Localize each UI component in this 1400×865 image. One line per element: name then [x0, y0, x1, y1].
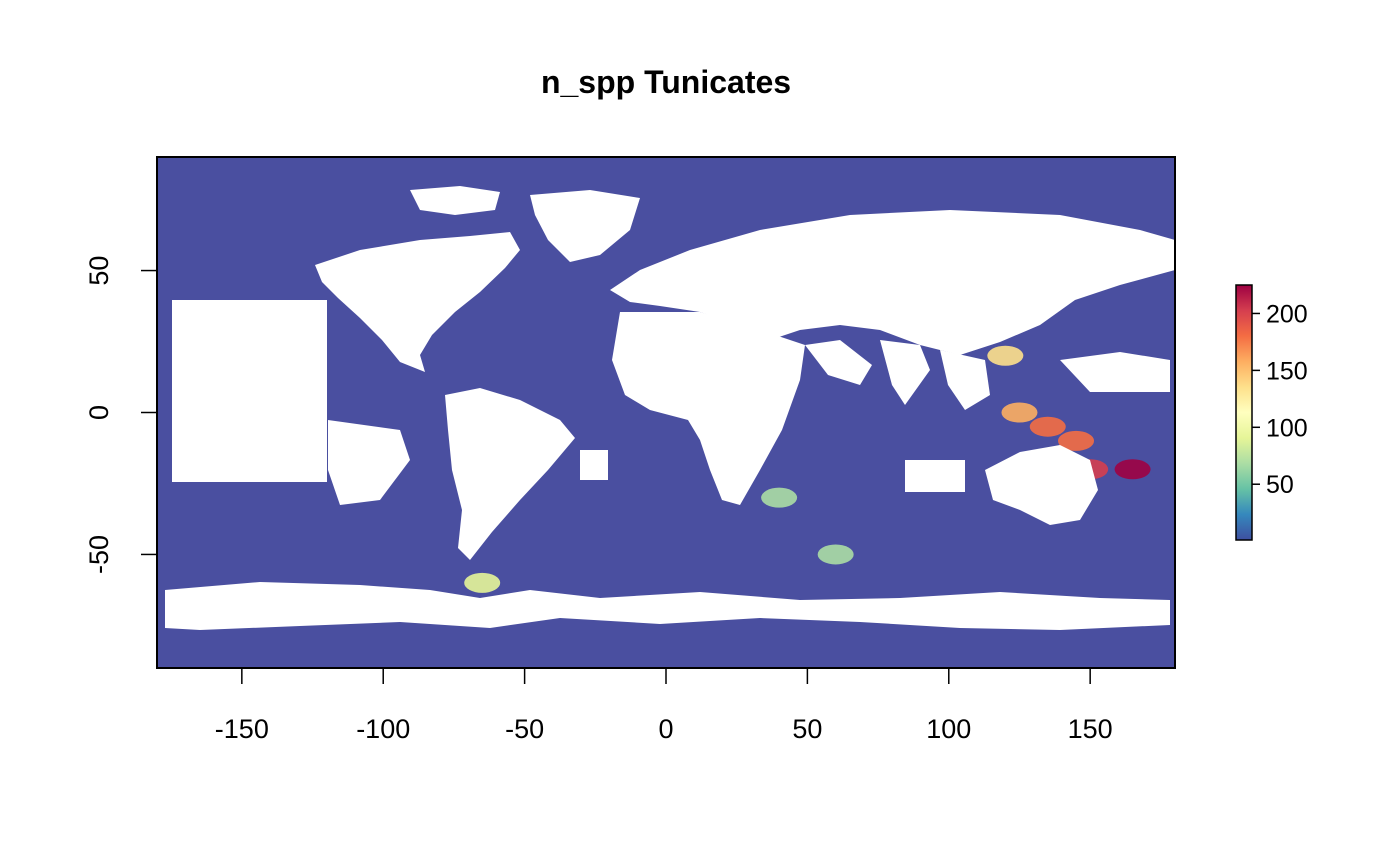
land-australia: [985, 445, 1098, 525]
y-tick-label: 50: [84, 256, 114, 286]
colorbar-tick-label: 150: [1266, 357, 1308, 385]
southern-atlantic-gap: [580, 450, 608, 480]
hotspot-cell: [1114, 459, 1151, 480]
x-tick-label: 0: [658, 714, 673, 744]
colorbar: 50 100 150 200: [1235, 284, 1308, 541]
x-tick-label: 150: [1068, 714, 1113, 744]
hotspot-cell: [987, 345, 1024, 366]
colorbar-ticks: 50 100 150 200: [1252, 300, 1308, 499]
land-greenland: [530, 190, 640, 262]
south-indian-gap: [905, 460, 965, 492]
east-pacific-gap: [328, 420, 410, 505]
x-axis: -150 -100 -50 0 50 100 150: [215, 668, 1113, 744]
hotspot-cell: [464, 572, 501, 593]
hotspot-cell: [1001, 402, 1038, 423]
colorbar-tick-label: 100: [1266, 414, 1308, 442]
land-africa: [612, 312, 805, 505]
north-pacific-gap: [1060, 352, 1170, 392]
land-south-america: [445, 388, 575, 560]
hotspot-cell: [1029, 416, 1066, 437]
land-north-america: [315, 232, 520, 372]
hotspot-cell: [817, 544, 854, 565]
x-tick-label: -100: [356, 714, 410, 744]
y-tick-label: -50: [84, 535, 114, 574]
y-tick-label: 0: [84, 405, 114, 420]
chart-title: n_spp Tunicates: [541, 64, 791, 100]
land-eurasia: [610, 210, 1175, 355]
colorbar-gradient: [1235, 284, 1253, 541]
pacific-data-gap: [172, 300, 327, 482]
land-arctic-islands: [410, 186, 500, 215]
colorbar-tick-label: 200: [1266, 300, 1308, 328]
hotspot-cell: [1058, 430, 1095, 451]
x-tick-label: -50: [505, 714, 544, 744]
map-panel: [156, 156, 1176, 669]
x-tick-label: -150: [215, 714, 269, 744]
x-tick-label: 100: [926, 714, 971, 744]
x-tick-label: 50: [792, 714, 822, 744]
land-india: [880, 340, 930, 405]
y-axis: -50 0 50: [84, 256, 157, 574]
hotspot-cell: [761, 487, 798, 508]
land-se-asia: [940, 350, 990, 410]
land-arabia: [805, 340, 872, 385]
colorbar-tick-label: 50: [1266, 471, 1294, 499]
land-antarctica: [165, 582, 1170, 630]
land-layer: [165, 186, 1175, 630]
